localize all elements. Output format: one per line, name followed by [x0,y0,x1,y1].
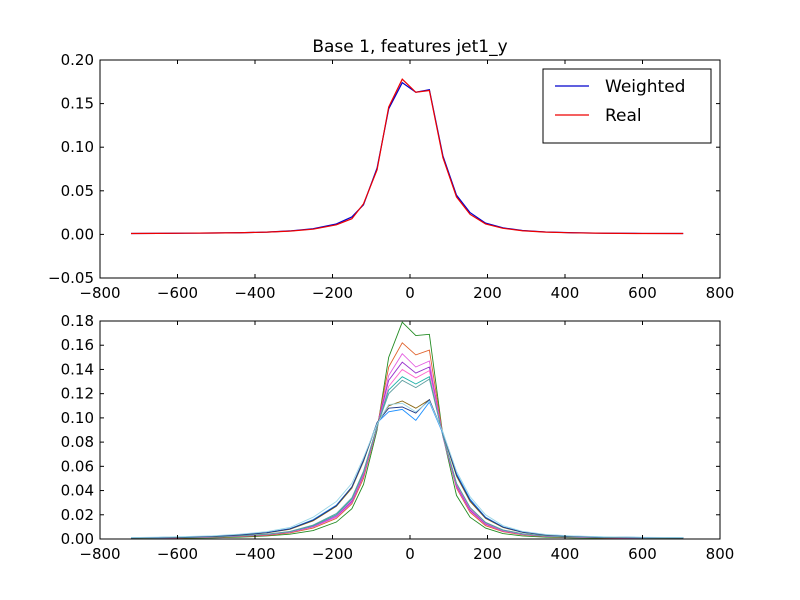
series-line-7 [130,378,684,539]
legend: Weighted Real [542,68,712,144]
y-tick-label: 0.02 [61,506,94,524]
y-tick-label: −0.05 [48,269,94,287]
y-tick-label: 0.00 [61,225,94,243]
chart-title: Base 1, features jet1_y [312,37,507,57]
series-group [130,78,684,235]
series-line-10 [130,398,684,539]
x-tick-label: −800 [79,545,120,563]
y-tick-label: 0.20 [61,51,94,69]
y-tick-label: 0.08 [61,433,94,451]
y-tick-label: 0.16 [61,336,94,354]
x-tick-label: 200 [473,545,502,563]
bottom-chart: −800 −600 −400 −200 0 200 400 600 800 0.00 0.02 0.0… [61,312,735,563]
x-tick-label: −200 [312,545,353,563]
x-tick-label: 0 [405,284,415,302]
legend-label-real: Real [605,106,642,126]
x-tick-label: 800 [706,545,735,563]
y-tick-label: 0.15 [61,95,94,113]
y-tick-label: 0.05 [61,182,94,200]
series-line-1 [130,321,684,539]
x-tick-label: 400 [551,545,580,563]
x-tick-label: −400 [234,284,275,302]
series-line-11 [130,400,684,538]
x-tick-label: −200 [312,284,353,302]
y-tick-label: 0.04 [61,482,94,500]
x-tick-label: 800 [706,284,735,302]
y-tick-label: 0.18 [61,312,94,330]
x-tick-label: −600 [157,284,198,302]
y-tick-label: 0.14 [61,360,94,378]
y-tick-label: 0.10 [61,409,94,427]
y-tick-label: 0.10 [61,138,94,156]
x-tick-label: 600 [628,545,657,563]
y-tick-label: 0.00 [61,530,94,548]
y-tick-label: 0.12 [61,385,94,403]
x-tick-label: 0 [405,545,415,563]
x-tick-label: −400 [234,545,275,563]
legend-label-weighted: Weighted [605,77,685,97]
legend-box [542,68,712,144]
series-group [130,321,684,539]
x-tick-label: 600 [628,284,657,302]
y-tick-label: 0.06 [61,457,94,475]
top-chart: −800 −600 −400 −200 0 200 400 600 800 −0.05 0.00 0.… [48,37,734,302]
x-tick-label: −600 [157,545,198,563]
x-tick-label: 400 [551,284,580,302]
x-tick-label: 200 [473,284,502,302]
series-line-real [130,78,684,235]
x-tick-label: −800 [79,284,120,302]
